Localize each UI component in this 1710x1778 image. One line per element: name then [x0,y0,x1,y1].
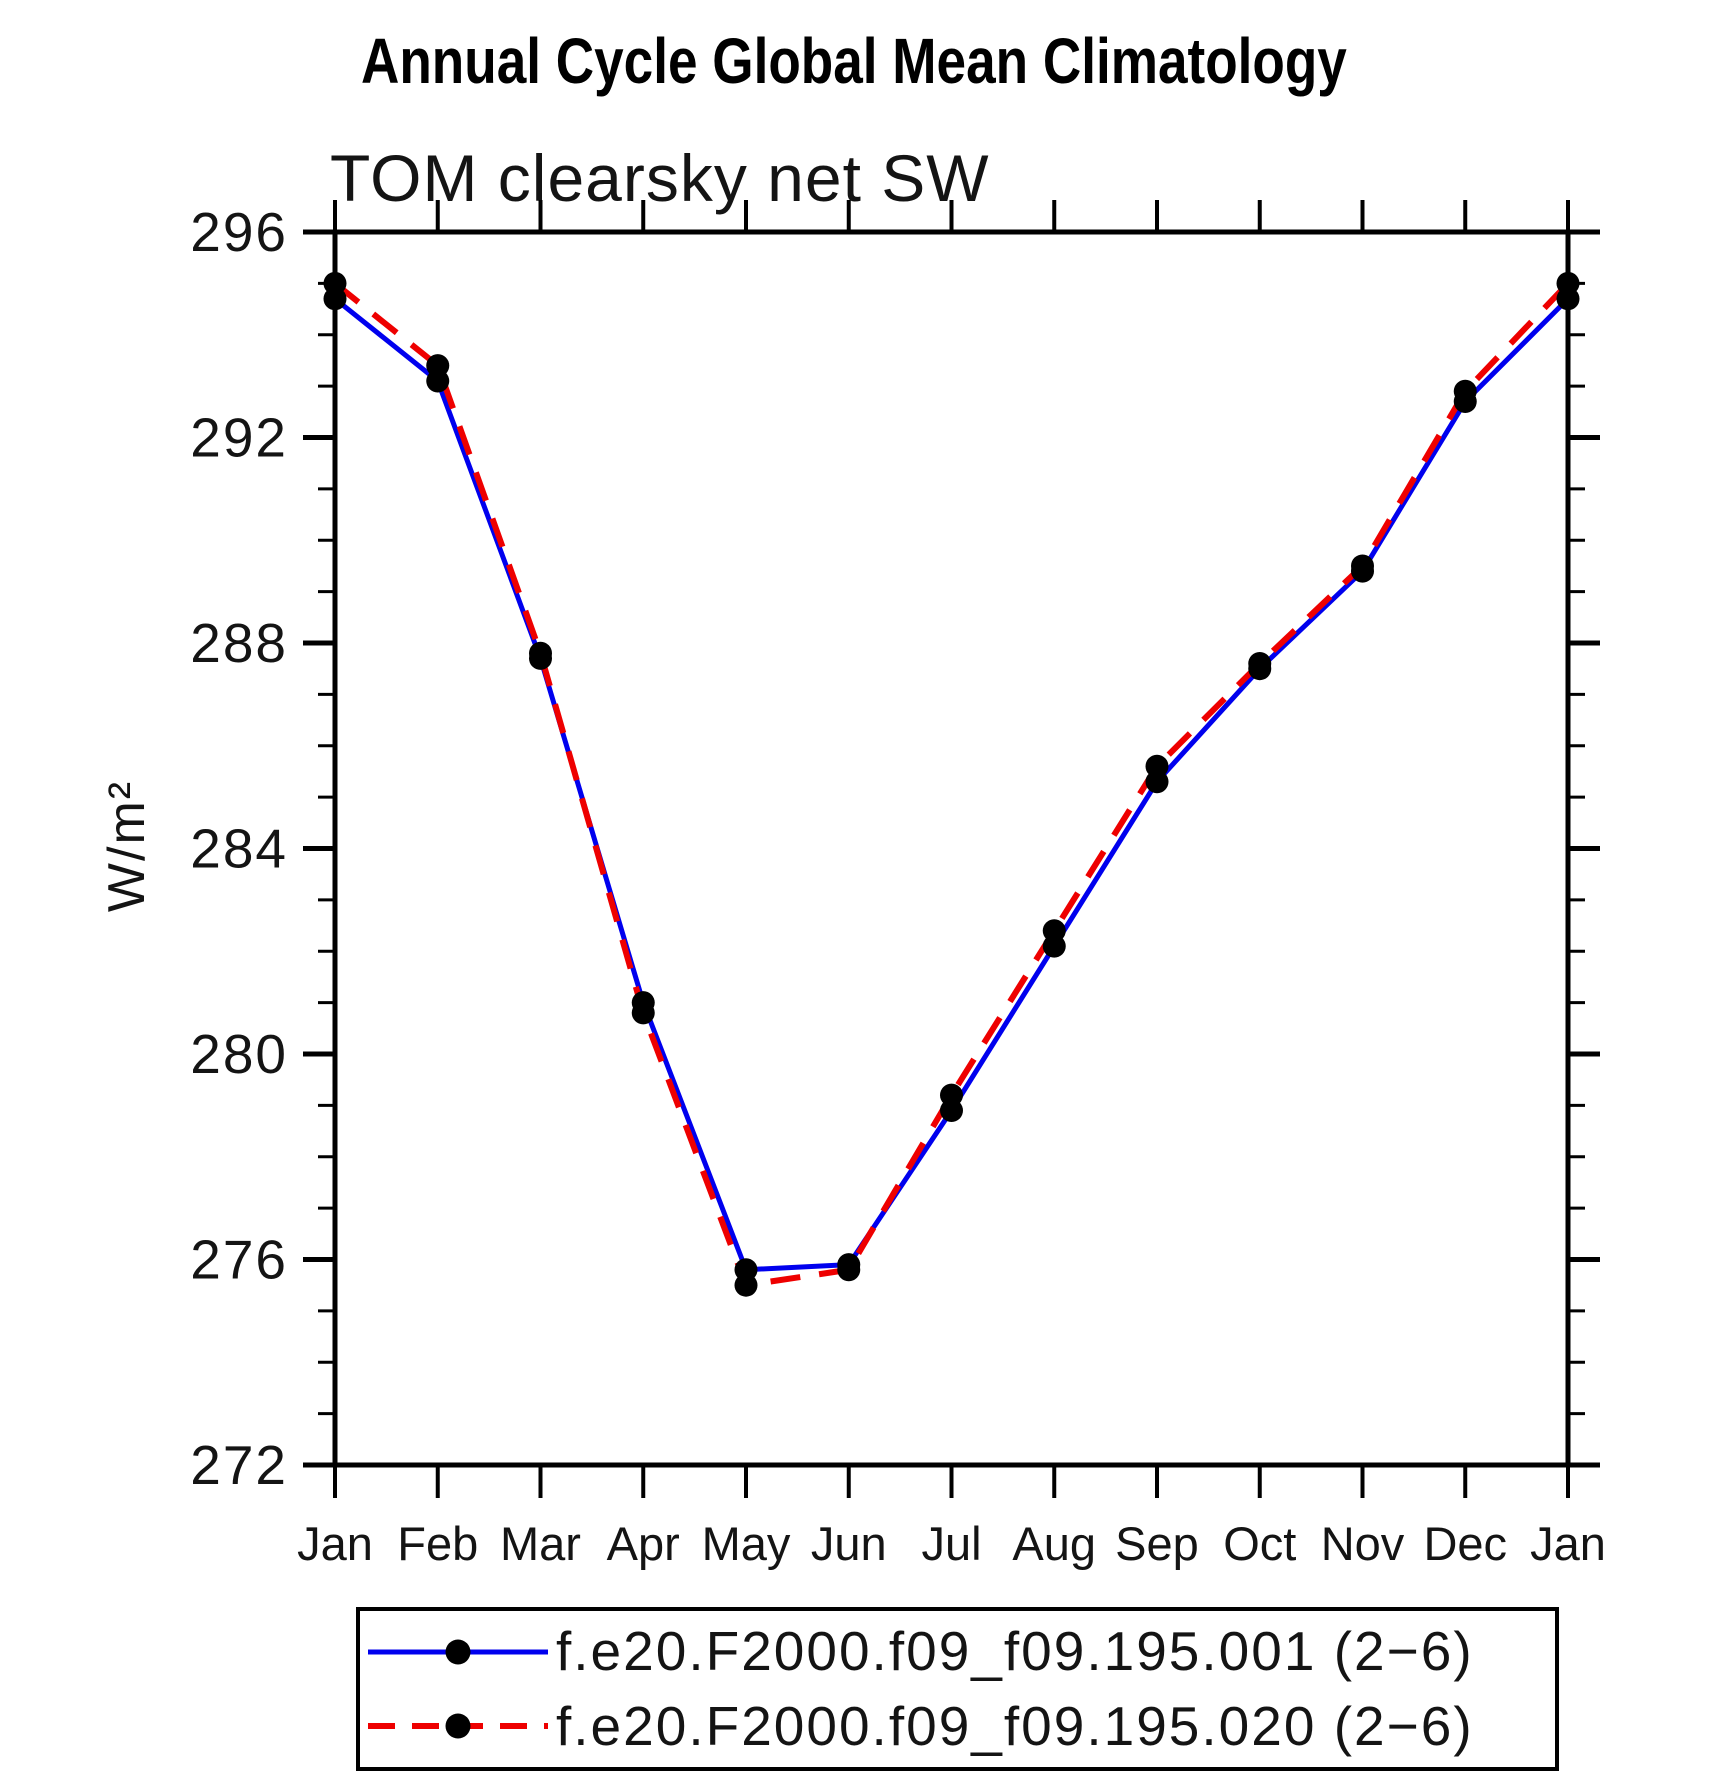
legend-item-series-020: f.e20.F2000.f09_f09.195.020 (2−6) [365,1690,1555,1762]
data-point-marker-s1 [529,641,552,665]
x-tick-label: Oct [1223,1517,1296,1570]
legend-item-series-001: f.e20.F2000.f09_f09.195.001 (2−6) [365,1616,1555,1688]
x-tick-label: Sep [1115,1517,1199,1570]
chart-subtitle: TOM clearsky net SW [330,141,990,215]
legend-line-sample-dashed [368,1713,548,1739]
y-tick-label: 296 [190,201,288,263]
y-tick-label: 292 [190,407,288,469]
x-tick-label: May [702,1517,791,1570]
y-tick-label: 288 [190,612,288,674]
x-tick-label: Jan [1530,1517,1606,1570]
data-point-marker-s1 [426,354,450,378]
data-point-marker-s1 [1042,919,1066,943]
x-tick-label: Mar [500,1517,581,1570]
data-point-marker-s1 [1453,379,1477,403]
x-tick-label: Jan [297,1517,373,1570]
data-point-marker-s1 [837,1258,861,1282]
x-tick-label: Feb [397,1517,478,1570]
data-point-marker-s1 [1248,652,1272,676]
data-point-marker-s1 [631,1001,655,1025]
x-tick-label: Nov [1321,1517,1405,1570]
x-tick-label: Jun [811,1517,887,1570]
data-point-marker-s1 [734,1273,758,1297]
y-tick-label: 272 [190,1434,288,1496]
data-point-marker-s1 [1556,271,1580,295]
legend: f.e20.F2000.f09_f09.195.001 (2−6) f.e20.… [356,1607,1559,1771]
x-tick-label: Aug [1012,1517,1096,1570]
legend-label-series-001: f.e20.F2000.f09_f09.195.001 (2−6) [556,1620,1474,1683]
series-line-0 [333,296,1570,1273]
x-tick-label: Apr [607,1517,680,1570]
y-tick-label: 280 [190,1023,288,1085]
data-point-marker-s1 [323,271,347,295]
data-point-marker-s1 [940,1083,963,1107]
x-tick-label: Dec [1423,1517,1507,1570]
y-tick-label: 284 [190,818,288,880]
y-tick-label: 276 [190,1229,288,1291]
plot-frame [332,229,1571,1468]
legend-label-series-020: f.e20.F2000.f09_f09.195.020 (2−6) [556,1694,1474,1757]
data-point-marker-s1 [1145,754,1169,778]
legend-line-sample-solid [368,1639,548,1665]
chart-title: Annual Cycle Global Mean Climatology [361,25,1347,97]
data-point-marker-s1 [1351,554,1374,578]
series-line-1 [333,281,1571,1289]
x-tick-label: Jul [921,1517,981,1570]
